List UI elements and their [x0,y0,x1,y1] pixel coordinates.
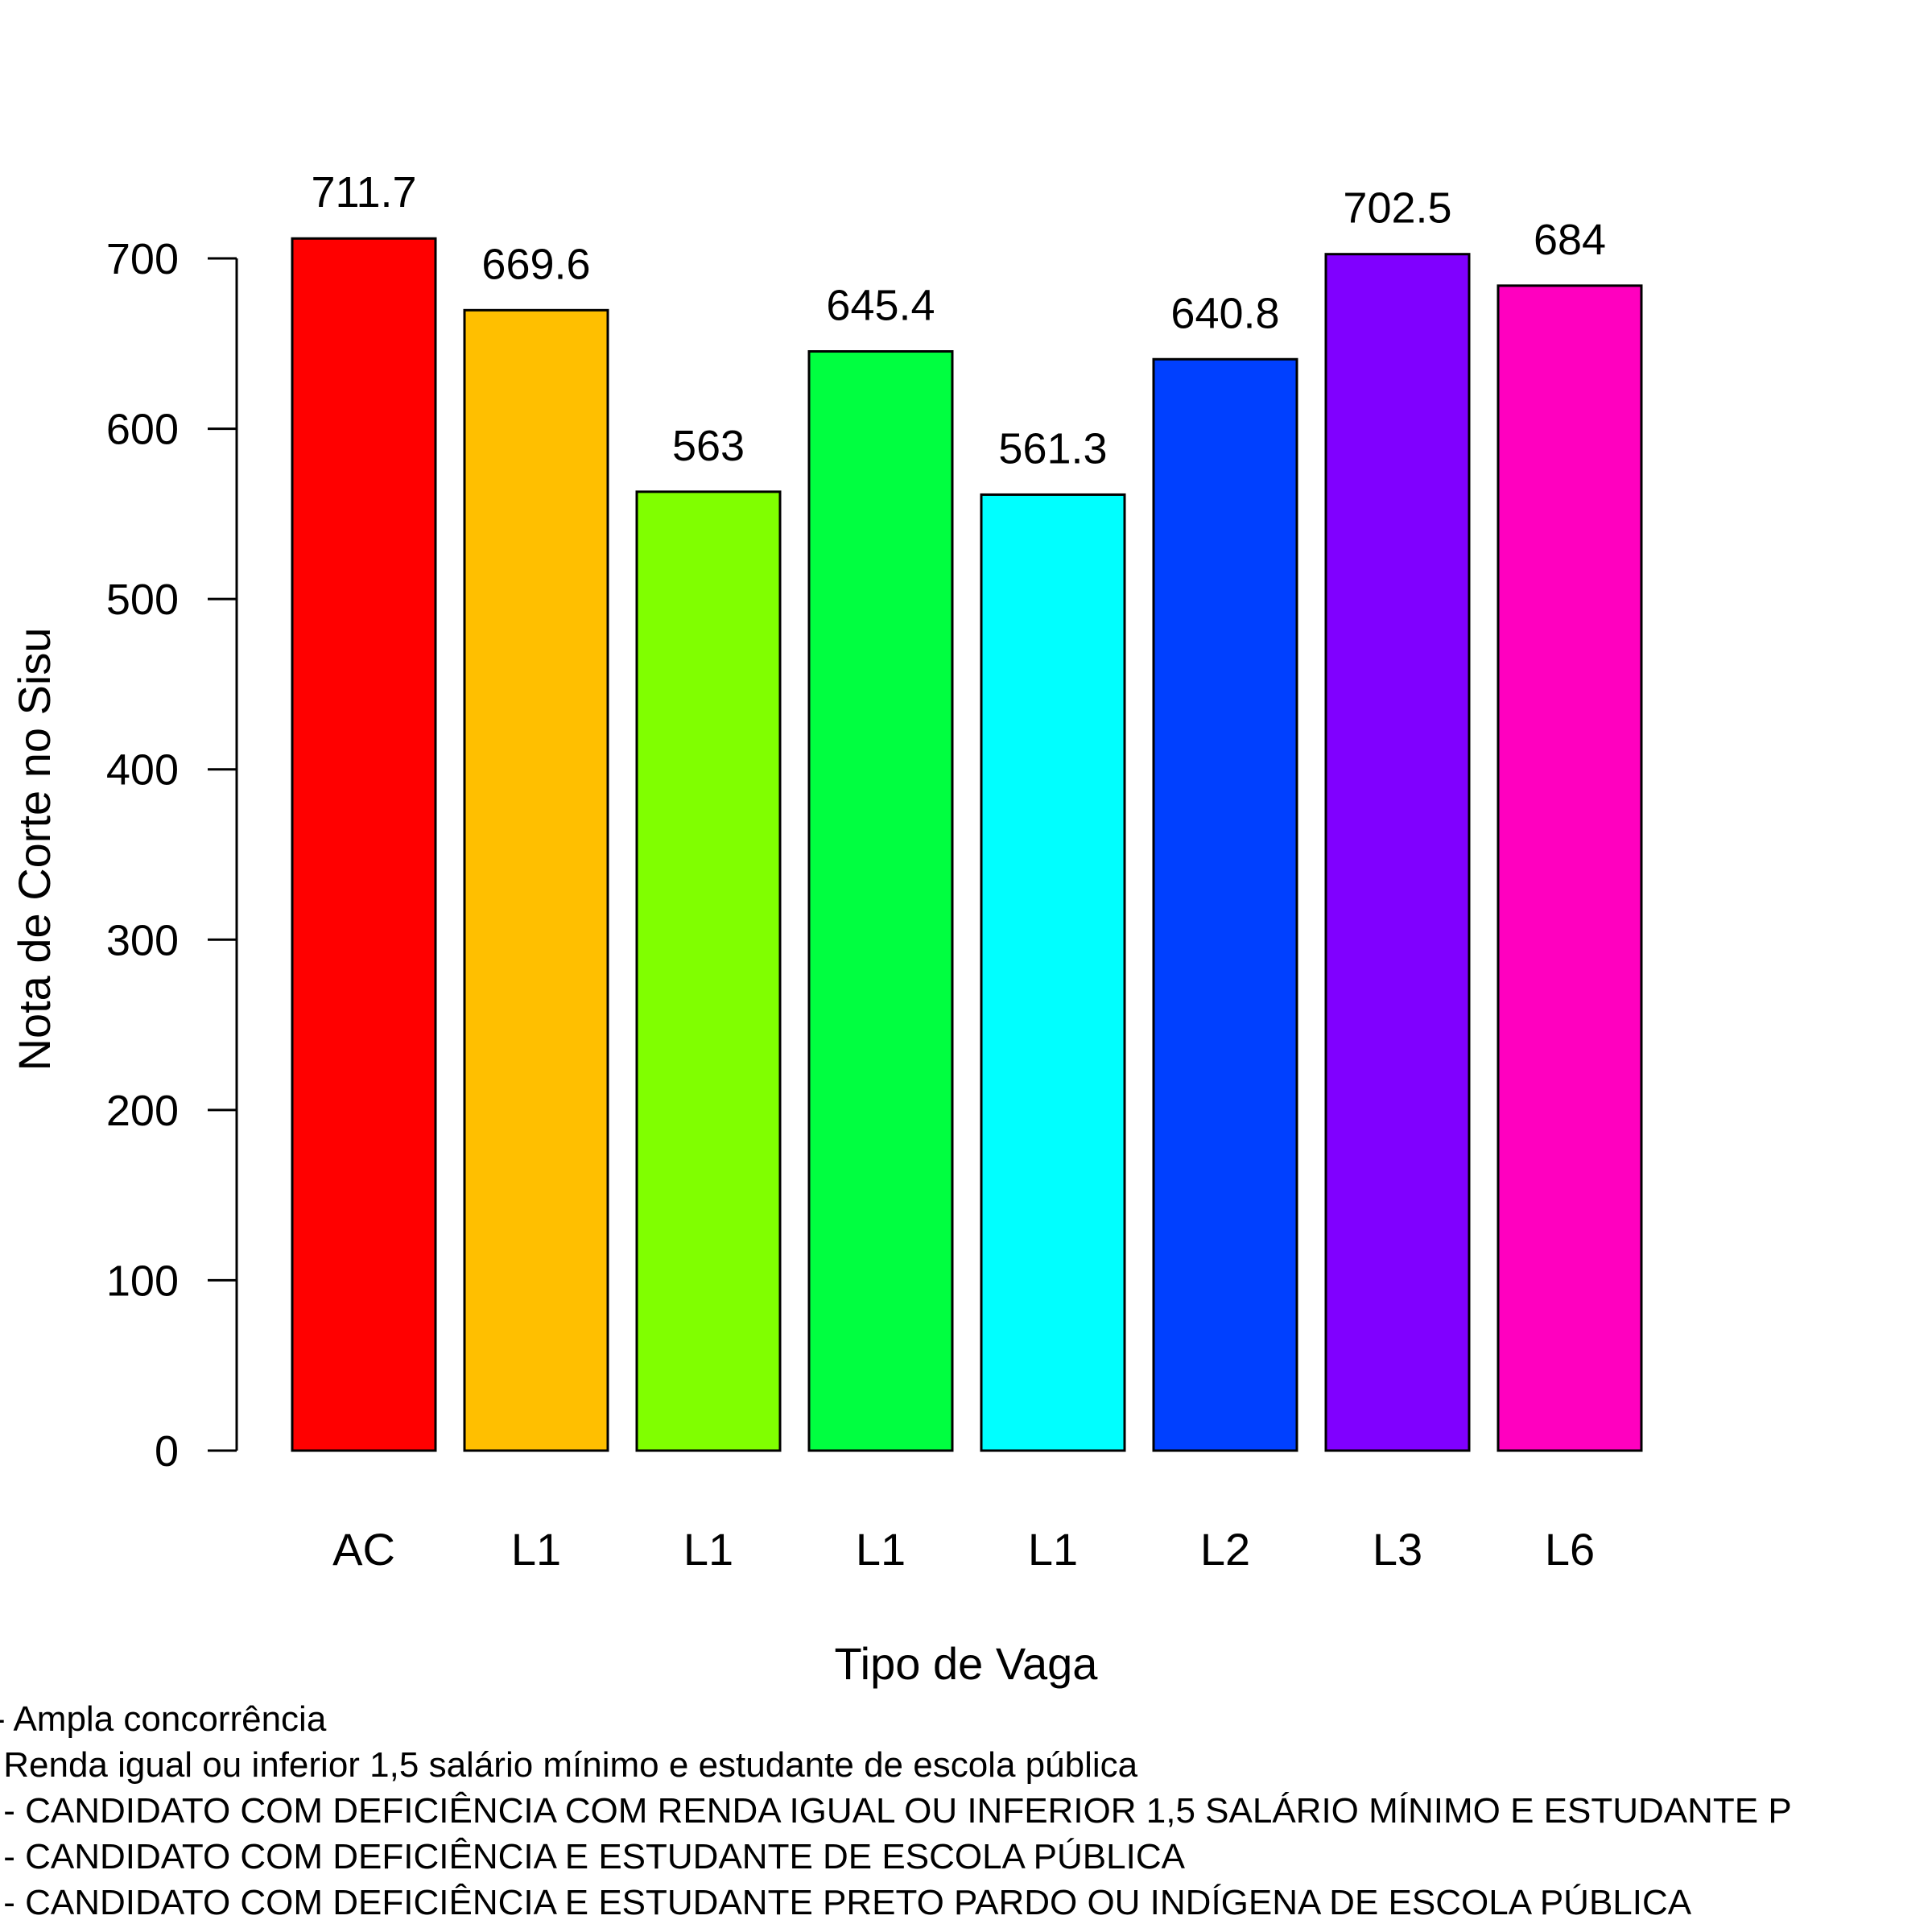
bar-value-label: 640.8 [1170,289,1279,337]
x-tick-label: L2 [1200,1524,1250,1575]
value-labels-group: 711.7 669.6 563 645.4 561.3 640.8 702.5 684 [311,168,1606,473]
y-tick-label: 700 [106,235,179,283]
legend-note-line: Renda igual ou inferior 1,5 salário míni… [0,1745,1138,1785]
x-tick-labels-group: AC L1 L1 L1 L1 L2 L3 L6 [332,1524,1595,1575]
bar-value-label: 669.6 [481,240,590,288]
legend-notes: - Ampla concorrência Renda igual ou infe… [0,1699,1792,1922]
x-tick-label: L3 [1373,1524,1422,1575]
y-tick-label: 600 [106,406,179,454]
bar-value-label: 702.5 [1343,184,1451,233]
legend-note-line: - Ampla concorrência [0,1699,327,1739]
legend-note-line: - CANDIDATO COM DEFICIÊNCIA E ESTUDANTE … [0,1883,1692,1922]
bar [635,490,782,1452]
legend-note-line: - CANDIDATO COM DEFICIÊNCIA COM RENDA IG… [0,1791,1792,1831]
x-tick-label: L1 [683,1524,733,1575]
x-tick-label: AC [332,1524,395,1575]
bar-value-label: 711.7 [311,168,416,217]
bar [1496,284,1643,1452]
y-tick-label: 0 [155,1427,179,1476]
bar-value-label: 645.4 [826,282,935,330]
y-tick-label: 400 [106,746,179,795]
bar [1324,253,1471,1452]
bar-value-label: 563 [672,422,745,470]
x-tick-label: L1 [856,1524,906,1575]
y-axis: 0 100 200 300 400 500 600 700 [106,235,238,1476]
bar [291,237,437,1452]
legend-note-line: - CANDIDATO COM DEFICIÊNCIA E ESTUDANTE … [0,1837,1186,1876]
y-tick-label: 100 [106,1257,179,1305]
bar [463,308,609,1452]
x-tick-label: L1 [511,1524,561,1575]
bar [980,493,1126,1452]
x-tick-label: L1 [1028,1524,1078,1575]
x-tick-label: L6 [1545,1524,1595,1575]
bar-value-label: 684 [1534,216,1606,264]
x-axis-label: Tipo de Vaga [835,1638,1099,1689]
y-tick-label: 200 [106,1087,179,1135]
y-tick-label: 500 [106,576,179,624]
bar-value-label: 561.3 [998,424,1107,473]
bar [1152,357,1298,1452]
bars-group [291,237,1643,1452]
bar [807,350,954,1452]
y-tick-label: 300 [106,916,179,964]
y-axis-label: Nota de Corte no Sisu [9,628,60,1071]
